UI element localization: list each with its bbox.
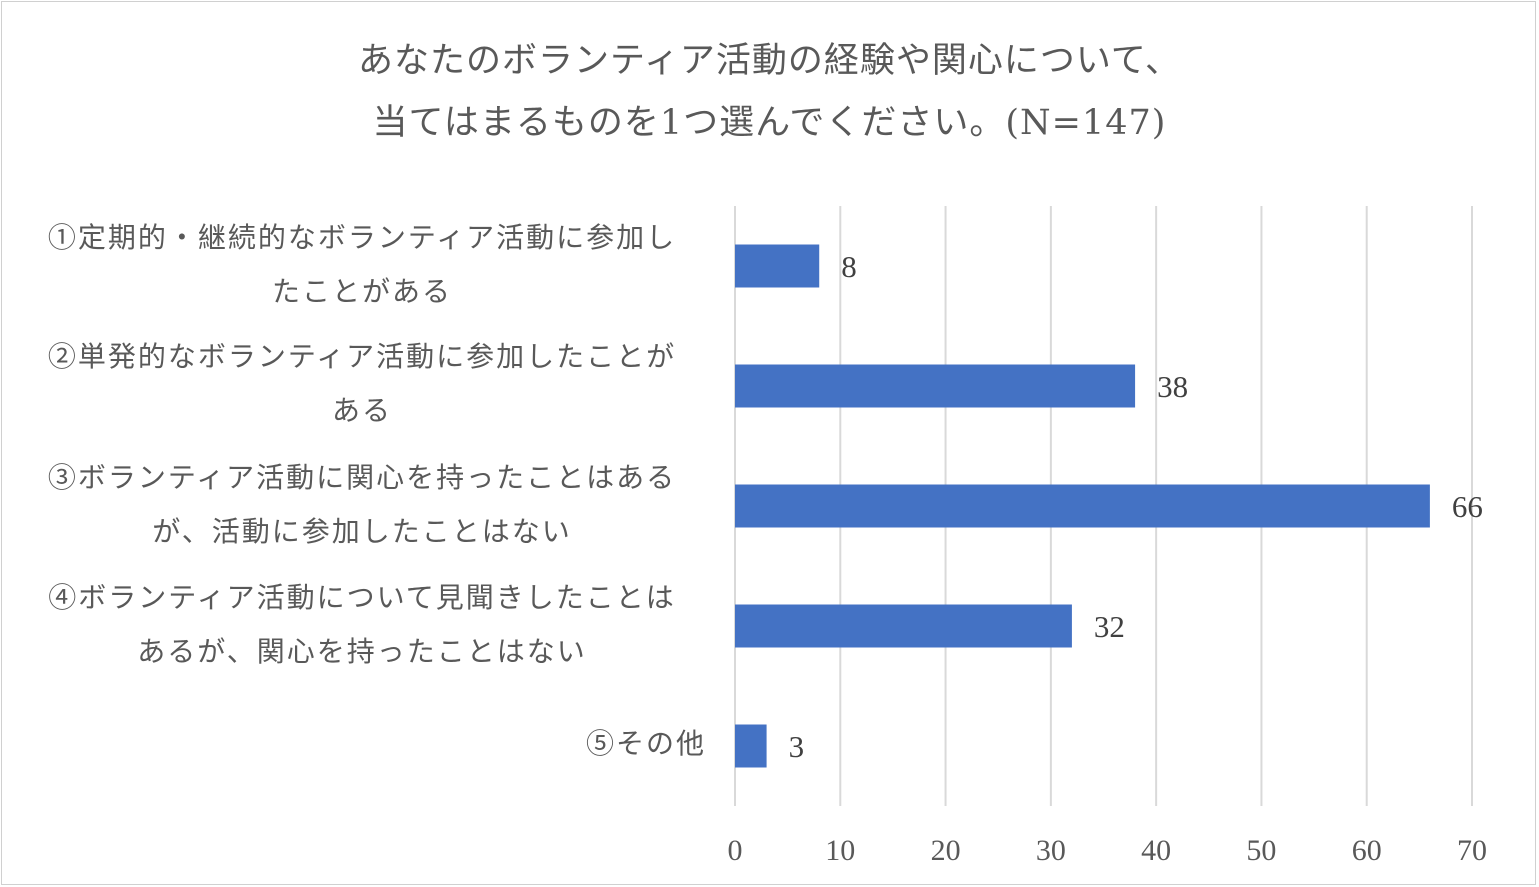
chart-title: あなたのボランティア活動の経験や関心について、 当てはまるものを1つ選んでくださ…: [0, 30, 1539, 154]
x-tick-label-40: 40: [1141, 834, 1171, 867]
x-tick-label-50: 50: [1246, 834, 1276, 867]
category-label-2: ②単発的なボランティア活動に参加したことが ある: [18, 330, 706, 438]
bar-2: [735, 364, 1136, 408]
category-label-1: ①定期的・継続的なボランティア活動に参加し たことがある: [18, 211, 706, 319]
data-label-4: 32: [1094, 609, 1125, 644]
category-label-3-line-2: が、活動に参加したことはない: [152, 515, 572, 548]
x-tick-label-60: 60: [1352, 834, 1382, 867]
category-label-4: ④ボランティア活動について見聞きしたことは あるが、関心を持ったことはない: [18, 571, 706, 679]
data-label-5: 3: [789, 729, 805, 764]
chart-title-line-1: あなたのボランティア活動の経験や関心について、: [357, 41, 1182, 81]
category-label-2-line-1: ②単発的なボランティア活動に参加したことが: [47, 340, 677, 373]
chart-title-line-2: 当てはまるものを1つ選んでください。(N=147): [372, 103, 1167, 143]
bar-5: [735, 724, 767, 768]
category-label-1-line-1: ①定期的・継続的なボランティア活動に参加し: [47, 221, 677, 254]
x-tick-label-10: 10: [825, 834, 855, 867]
data-label-1: 8: [841, 249, 857, 284]
category-label-3-line-1: ③ボランティア活動に関心を持ったことはある: [47, 461, 677, 494]
x-tick-label-20: 20: [931, 834, 961, 867]
category-label-2-line-2: ある: [331, 394, 392, 427]
data-label-2: 38: [1157, 369, 1188, 404]
data-label-3: 66: [1452, 489, 1483, 524]
bar-4: [735, 604, 1072, 648]
category-label-4-line-2: あるが、関心を持ったことはない: [137, 635, 587, 668]
x-tick-label-70: 70: [1457, 834, 1487, 867]
x-tick-label-30: 30: [1036, 834, 1066, 867]
bar-3: [735, 484, 1430, 528]
category-label-1-line-2: たことがある: [271, 275, 452, 308]
category-label-5: ⑤その他: [18, 717, 706, 771]
bar-1: [735, 244, 820, 288]
category-label-3: ③ボランティア活動に関心を持ったことはある が、活動に参加したことはない: [18, 451, 706, 559]
category-label-4-line-1: ④ボランティア活動について見聞きしたことは: [48, 581, 676, 614]
category-label-5-line-1: ⑤その他: [585, 727, 706, 760]
x-tick-label-0: 0: [728, 834, 743, 867]
